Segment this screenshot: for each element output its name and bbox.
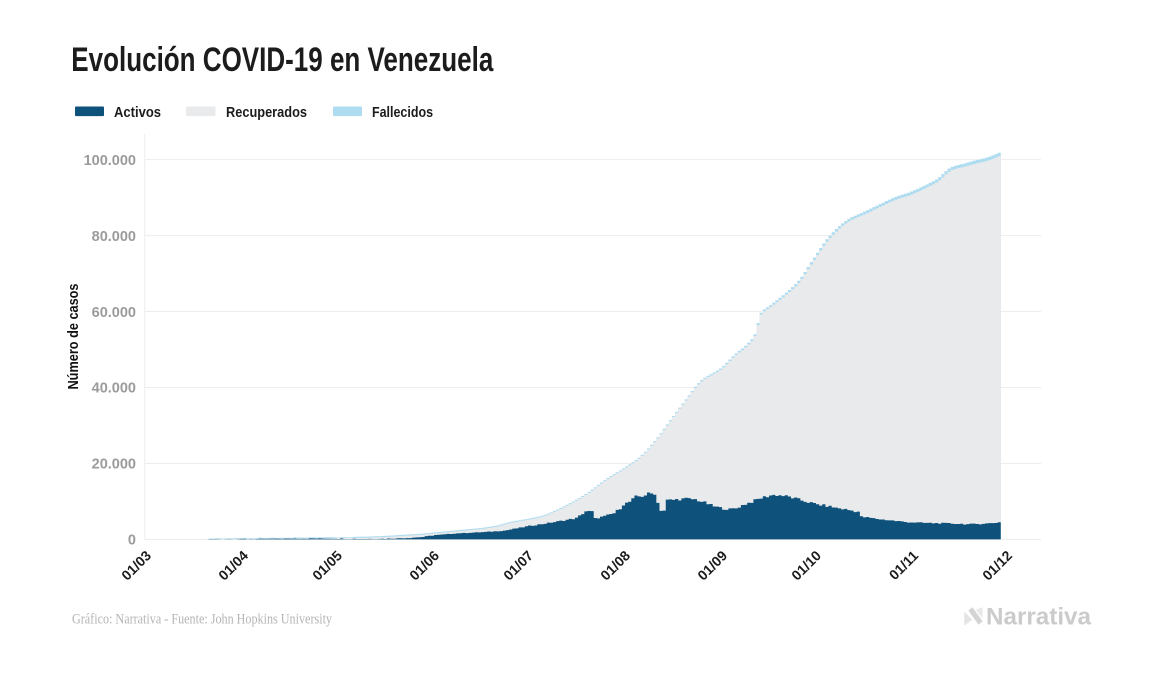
svg-text:Narrativa: Narrativa xyxy=(986,604,1091,631)
svg-text:60.000: 60.000 xyxy=(92,305,136,321)
svg-text:Número de casos: Número de casos xyxy=(66,284,82,390)
svg-text:40.000: 40.000 xyxy=(92,381,136,397)
svg-text:Recuperados: Recuperados xyxy=(226,104,307,121)
svg-text:80.000: 80.000 xyxy=(92,229,136,245)
svg-text:Gráfico: Narrativa - Fuente: J: Gráfico: Narrativa - Fuente: John Hopkin… xyxy=(72,612,332,628)
svg-text:20.000: 20.000 xyxy=(92,457,136,473)
svg-text:Evolución COVID-19 en Venezuel: Evolución COVID-19 en Venezuela xyxy=(71,41,494,79)
svg-text:Fallecidos: Fallecidos xyxy=(372,104,433,121)
svg-text:0: 0 xyxy=(128,533,136,549)
svg-text:100.000: 100.000 xyxy=(84,153,136,169)
svg-text:Activos: Activos xyxy=(114,104,161,121)
